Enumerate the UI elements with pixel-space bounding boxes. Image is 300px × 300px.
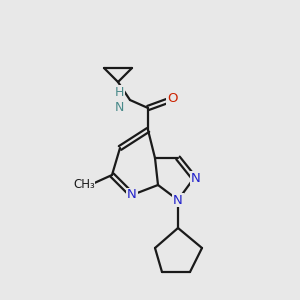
Text: N: N bbox=[191, 172, 201, 184]
Text: N: N bbox=[173, 194, 183, 206]
Text: O: O bbox=[167, 92, 177, 104]
Text: N: N bbox=[127, 188, 137, 202]
Text: H
N: H N bbox=[115, 86, 124, 114]
Text: CH₃: CH₃ bbox=[73, 178, 95, 191]
